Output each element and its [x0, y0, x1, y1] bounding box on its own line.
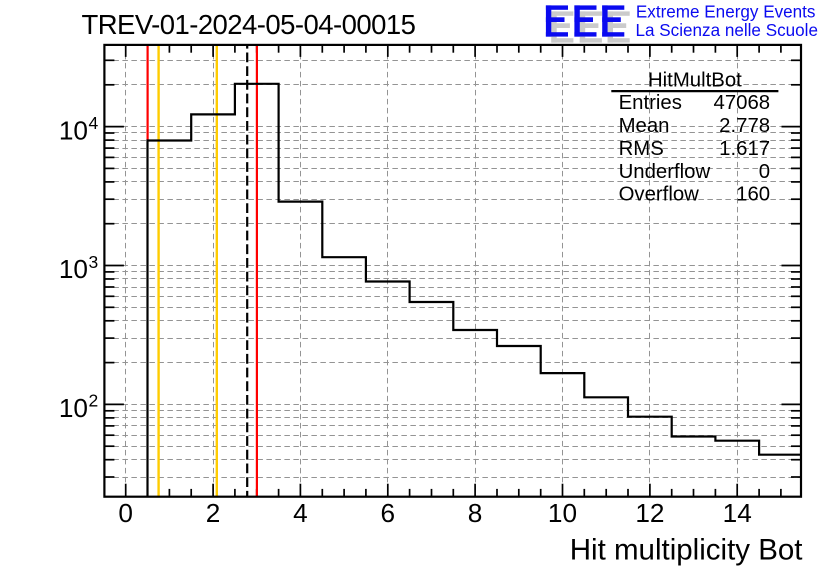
svg-text:10: 10 [548, 498, 577, 528]
svg-text:10: 10 [59, 393, 88, 423]
svg-text:2.778: 2.778 [719, 115, 770, 137]
svg-text:4: 4 [89, 113, 99, 133]
svg-text:Hit multiplicity Bot: Hit multiplicity Bot [570, 534, 803, 567]
svg-text:8: 8 [468, 498, 483, 528]
svg-text:47068: 47068 [714, 92, 771, 114]
svg-text:160: 160 [736, 184, 770, 206]
svg-text:2: 2 [206, 498, 221, 528]
svg-text:0: 0 [759, 161, 770, 183]
svg-text:Mean: Mean [619, 115, 670, 137]
svg-text:Overflow: Overflow [619, 184, 700, 206]
svg-text:HitMultBot: HitMultBot [648, 70, 742, 92]
svg-text:10: 10 [59, 254, 88, 284]
svg-text:1.617: 1.617 [719, 138, 770, 160]
svg-text:10: 10 [59, 115, 88, 145]
svg-text:12: 12 [635, 498, 664, 528]
svg-text:Underflow: Underflow [619, 161, 711, 183]
svg-text:4: 4 [293, 498, 308, 528]
svg-text:6: 6 [381, 498, 396, 528]
svg-text:La Scienza nelle Scuole: La Scienza nelle Scuole [636, 21, 818, 40]
svg-text:14: 14 [723, 498, 752, 528]
svg-text:2: 2 [89, 391, 99, 411]
svg-text:RMS: RMS [619, 138, 664, 160]
svg-text:0: 0 [118, 498, 133, 528]
svg-text:Extreme Energy Events: Extreme Energy Events [636, 2, 816, 21]
svg-text:TREV-01-2024-05-04-00015: TREV-01-2024-05-04-00015 [81, 9, 415, 40]
svg-text:Entries: Entries [619, 92, 682, 114]
svg-text:3: 3 [89, 252, 99, 272]
